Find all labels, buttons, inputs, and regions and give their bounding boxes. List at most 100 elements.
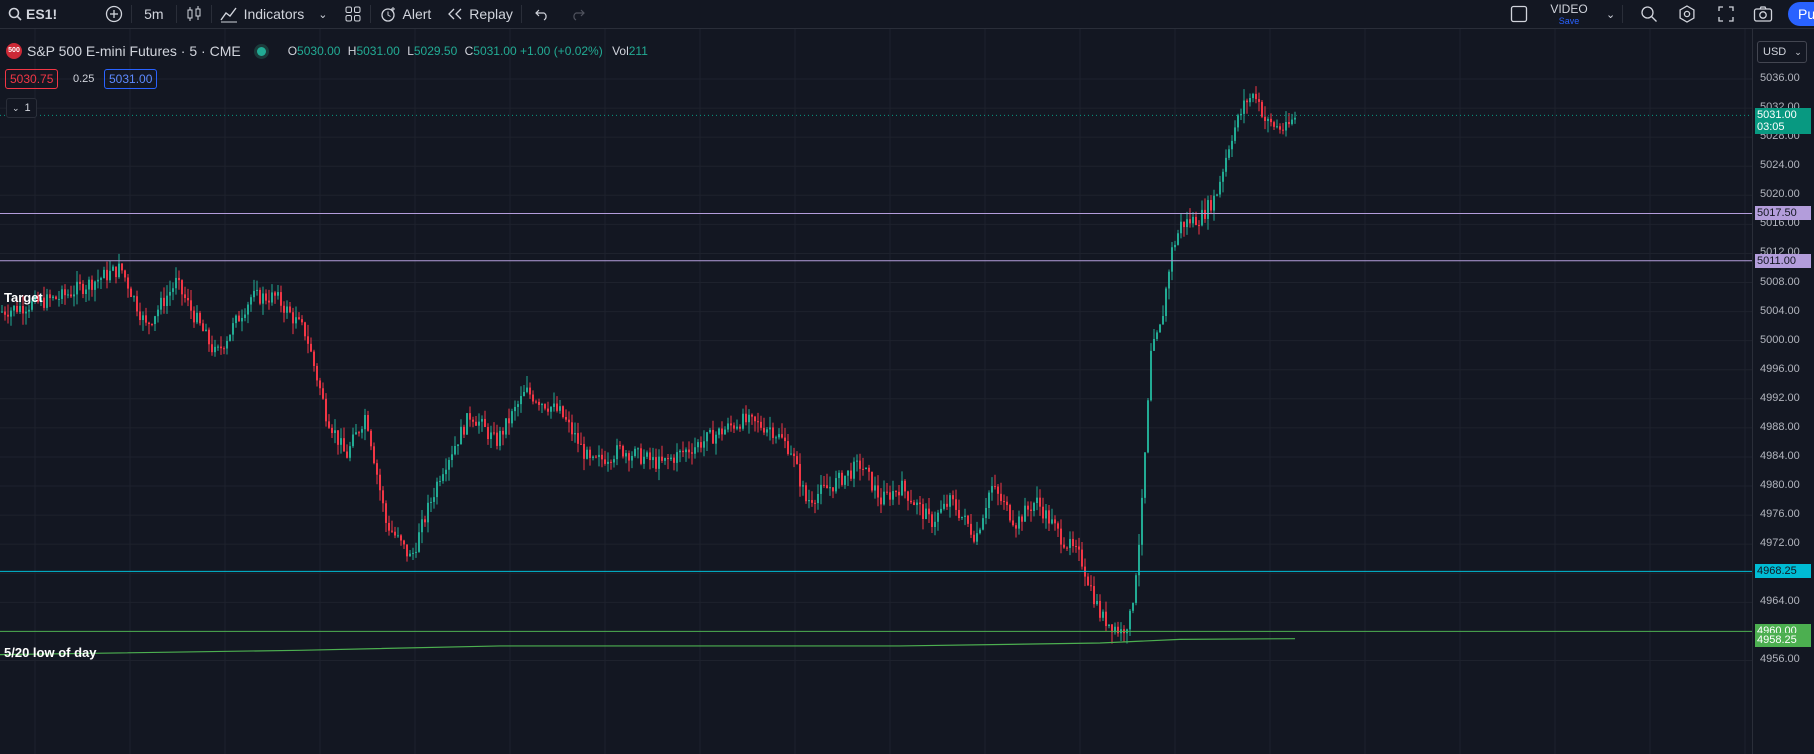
- price-tick: 5004.00: [1760, 304, 1800, 317]
- candle-body: [940, 508, 942, 513]
- candle-body: [640, 448, 642, 464]
- candle-body: [1156, 332, 1158, 339]
- candle-body: [697, 442, 699, 448]
- candle-body: [946, 503, 948, 507]
- candle-body: [322, 388, 324, 399]
- ma-value-badge[interactable]: 4958.25: [1755, 632, 1811, 647]
- undo-button[interactable]: [522, 0, 562, 28]
- candle-body: [997, 486, 999, 494]
- candle-body: [484, 418, 486, 427]
- candle-body: [1261, 101, 1263, 117]
- candle-body: [1234, 127, 1236, 141]
- chart-type-button[interactable]: [177, 0, 211, 28]
- candle-body: [67, 294, 69, 296]
- candle-body: [619, 445, 621, 447]
- candle-body: [145, 315, 147, 323]
- price-tick: 4996.00: [1760, 362, 1800, 375]
- candle-body: [823, 484, 825, 486]
- candle-body: [1111, 624, 1113, 633]
- level-badge-5011[interactable]: 5011.00: [1755, 253, 1811, 268]
- chevron-down-icon[interactable]: ⌄: [318, 8, 328, 21]
- candle-body: [937, 512, 939, 522]
- candle-body: [1264, 116, 1266, 121]
- candle-body: [40, 297, 42, 302]
- candle-body: [232, 323, 234, 335]
- candle-body: [856, 460, 858, 462]
- candle-body: [259, 289, 261, 304]
- sell-price-button[interactable]: 5030.75: [5, 69, 59, 89]
- candle-body: [634, 448, 636, 456]
- candle-body: [193, 310, 195, 323]
- candle-body: [643, 456, 645, 464]
- candle-body: [55, 296, 57, 300]
- candle-body: [637, 448, 639, 450]
- candle-body: [1003, 501, 1005, 503]
- layouts-button[interactable]: [336, 0, 370, 28]
- level-badge-4968[interactable]: 4968.25: [1755, 564, 1811, 579]
- replay-button[interactable]: Replay: [439, 0, 521, 28]
- price-chart[interactable]: [0, 29, 1752, 754]
- candle-body: [340, 438, 342, 445]
- candle-body: [58, 298, 60, 300]
- candle-body: [247, 304, 249, 315]
- candle-body: [469, 413, 471, 420]
- candle-body: [187, 297, 189, 301]
- candle-body: [1255, 93, 1257, 100]
- candle-body: [1, 311, 3, 313]
- candle-body: [535, 401, 537, 403]
- candle-body: [736, 426, 738, 429]
- candle-body: [166, 295, 168, 307]
- candle-body: [1108, 624, 1110, 627]
- candle-body: [499, 430, 501, 446]
- candle-body: [847, 470, 849, 476]
- candle-body: [949, 495, 951, 507]
- candle-body: [403, 540, 405, 545]
- symbol-title[interactable]: S&P 500 E-mini Futures · 5 · CME: [27, 43, 241, 59]
- candle-body: [907, 491, 909, 501]
- candle-body: [163, 297, 165, 307]
- candle-body: [457, 444, 459, 447]
- current-price-badge[interactable]: 5031.00 03:05: [1755, 108, 1811, 135]
- candle-body: [82, 283, 84, 295]
- chevron-down-icon[interactable]: ⌄: [1606, 8, 1616, 21]
- price-tick: 4992.00: [1760, 391, 1800, 404]
- candle-body: [136, 296, 138, 312]
- candle-body: [775, 437, 777, 439]
- candles-icon: [187, 6, 201, 21]
- candle-body: [673, 457, 675, 463]
- add-symbol-button[interactable]: [97, 0, 131, 28]
- candle-body: [1144, 452, 1146, 498]
- symbol-search[interactable]: ES1!: [0, 0, 65, 28]
- video-save-button[interactable]: VIDEO Save: [1545, 0, 1593, 28]
- price-axis[interactable]: USD ⌄ 5036.00 5032.00 5028.00 5024.00 5020.00…: [1752, 29, 1814, 754]
- ohlc-values: O5030.00 H5031.00 L5029.50 C5031.00 +1.0…: [287, 44, 648, 58]
- indicators-button[interactable]: Indicators ⌄: [212, 0, 336, 28]
- candle-body: [994, 486, 996, 488]
- candle-body: [184, 294, 186, 298]
- indicators-collapse-button[interactable]: ⌄ 1: [6, 98, 37, 118]
- candle-body: [892, 491, 894, 500]
- candle-body: [706, 432, 708, 442]
- snapshot-button[interactable]: [1753, 0, 1773, 28]
- divider: [369, 5, 371, 23]
- interval-button[interactable]: 5m: [144, 6, 164, 22]
- quick-search-button[interactable]: [1640, 0, 1658, 28]
- buy-price-button[interactable]: 5031.00: [104, 69, 158, 89]
- candle-body: [817, 493, 819, 504]
- candle-body: [133, 296, 135, 298]
- market-status-icon[interactable]: [256, 46, 266, 56]
- fullscreen-toggle[interactable]: [1510, 0, 1528, 28]
- candle-body: [280, 292, 282, 306]
- alert-button[interactable]: Alert: [371, 0, 440, 28]
- redo-button[interactable]: [562, 0, 594, 28]
- candle-body: [373, 446, 375, 464]
- candle-body: [820, 484, 822, 494]
- level-badge-5017[interactable]: 5017.50: [1755, 206, 1811, 221]
- candle-body: [916, 502, 918, 506]
- candle-body: [532, 394, 534, 402]
- candle-body: [94, 281, 96, 290]
- expand-button[interactable]: [1717, 0, 1735, 28]
- settings-button[interactable]: [1678, 0, 1696, 28]
- currency-select[interactable]: USD ⌄: [1757, 41, 1807, 63]
- publish-button[interactable]: Pu: [1788, 2, 1814, 26]
